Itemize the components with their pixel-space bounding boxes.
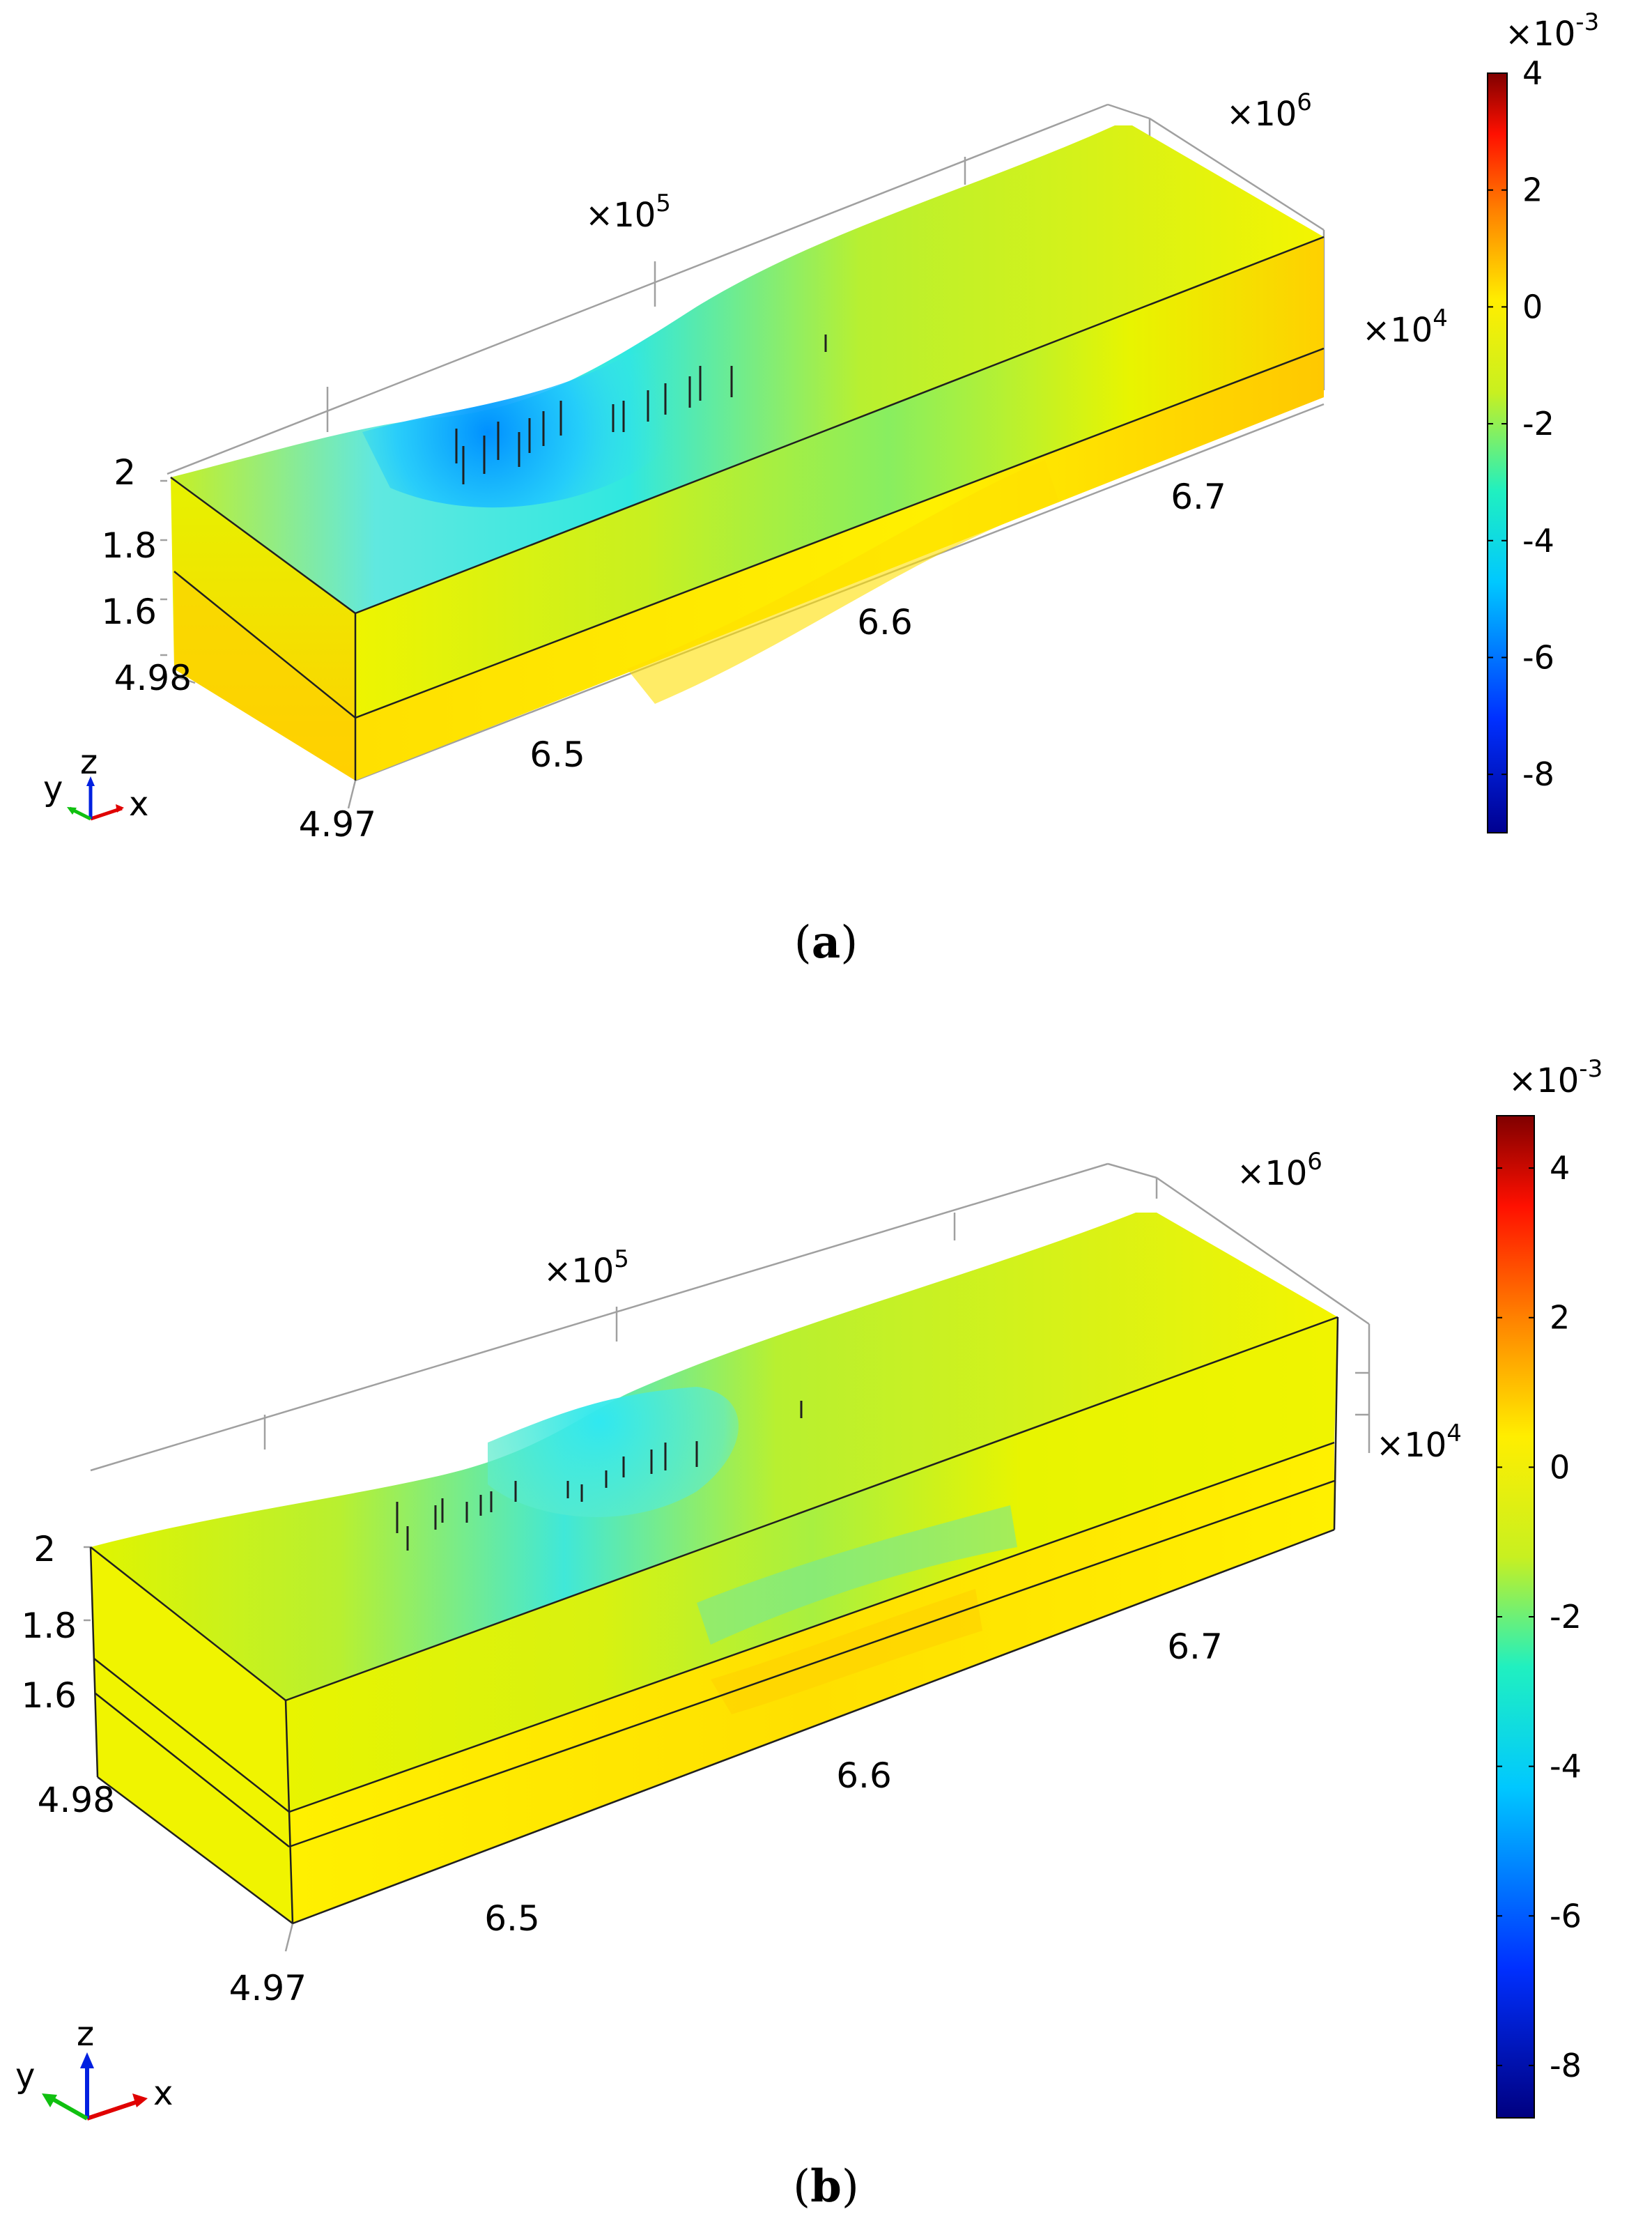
colorbar-multiplier: ×10-3 [1505,8,1599,54]
x-tick: 6.7 [1167,1627,1223,1667]
colorbar-tick-label: -4 [1522,522,1554,560]
multiplier-y: ×106 [1237,1148,1322,1193]
z-tick: 1.8 [101,525,157,566]
x-tick: 6.6 [836,1755,892,1796]
panel-a: ×105 ×106 ×104 2 1.8 1.6 4.98 4.97 6.5 6… [0,0,1652,1115]
y-tick: 4.97 [229,1968,307,2008]
x-tick: 6.7 [1171,477,1226,517]
colorbar-tick-label: 2 [1550,1299,1570,1337]
y-tick: 4.98 [38,1780,115,1820]
colorbar-tick-label: -2 [1522,405,1554,443]
box-edges [170,236,1325,781]
left-face-lower [174,571,355,781]
colorbar-tick-label: 2 [1522,171,1543,209]
z-tick: 2 [114,452,136,493]
colorbar: ×10-3 4 2 0 -2 -4 -6 -8 [1487,8,1599,833]
z-tick: 1.6 [101,592,157,632]
triad-y-label: y [43,769,63,808]
panel-b-colorbar-header [0,1115,1652,1185]
axis-triad: x z y [15,2015,173,2121]
colorbar-tick-label: -4 [1550,1748,1582,1785]
colorbar-tick-label: 0 [1522,288,1543,325]
borehole-markers [455,335,827,484]
caption-b: (b) [793,2160,859,2213]
z-tick: 2 [33,1529,56,1569]
x-tick: 6.5 [530,735,585,775]
z-tick: 1.8 [21,1606,77,1646]
panel-b-colorbar-multiplier-layer: ×10-3 [1508,1055,1603,1100]
colorbar-tick-label: 4 [1522,54,1543,92]
multiplier-z: ×104 [1376,1420,1462,1465]
triad-z-label: z [80,743,98,782]
colorbar-tick-label: 0 [1550,1448,1570,1486]
front-face-warm-band [627,460,1059,704]
panel-b-plot: ×105 ×106 ×104 2 1.8 1.6 4.98 4.97 6.5 6… [15,1115,1582,2121]
colorbar-ticks: 4 2 0 -2 -4 -6 -8 [1488,54,1554,793]
triad-y-label: y [15,2057,35,2096]
multiplier-x: ×105 [543,1245,629,1291]
panel-a-plot: ×105 ×106 ×104 2 1.8 1.6 4.98 4.97 6.5 6… [43,8,1599,845]
colorbar-ticks: 4 2 0 -2 -4 -6 -8 [1497,1149,1582,2084]
colorbar-tick-label: -6 [1522,638,1554,676]
multiplier-y: ×106 [1226,89,1312,134]
axis-triad: x z y [43,743,148,824]
box-edges [89,1316,1339,1925]
low-value-region [488,1387,739,1518]
colorbar-tick-label: -8 [1522,755,1554,793]
colorbar-tick-label: 4 [1550,1149,1570,1187]
y-tick: 4.98 [114,658,192,698]
x-tick: 6.5 [484,1898,540,1939]
panel-b: ×105 ×106 ×104 2 1.8 1.6 4.98 4.97 6.5 6… [0,1115,1652,2237]
triad-x-label: x [129,785,148,824]
triad-x-label: x [153,2074,173,2113]
x-tick: 6.6 [857,602,913,643]
colorbar-tick-label: -6 [1550,1897,1582,1935]
colorbar-tick-label: -2 [1550,1598,1582,1636]
colorbar: 4 2 0 -2 -4 -6 -8 [1496,1115,1582,2119]
z-tick: 1.6 [21,1675,77,1716]
front-face-lower [355,348,1324,781]
triad-z-label: z [77,2015,94,2054]
colorbar-strip [1496,1115,1535,2119]
front-face-upper [355,237,1324,718]
multiplier-z: ×104 [1362,305,1448,350]
borehole-markers [396,1401,803,1551]
caption-a: (a) [794,916,858,969]
y-tick: 4.97 [299,804,376,845]
colorbar-multiplier: ×10-3 [1508,1055,1603,1100]
multiplier-x: ×105 [585,190,671,235]
colorbar-tick-label: -8 [1550,2047,1582,2084]
colorbar-strip [1487,72,1508,833]
front-face-cool-band [697,1505,1017,1645]
